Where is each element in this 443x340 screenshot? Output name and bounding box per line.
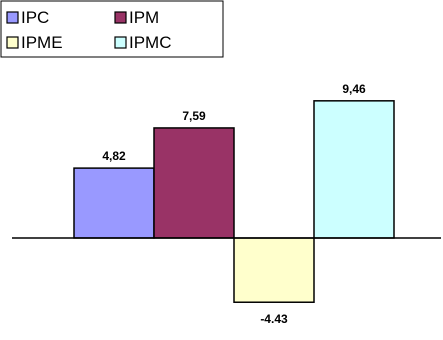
bar-ipc bbox=[73, 167, 155, 239]
bars-group bbox=[73, 100, 395, 303]
legend-label-ipme: IPME bbox=[21, 33, 63, 52]
legend-label-ipm: IPM bbox=[129, 8, 159, 27]
data-label-ipm: 7,59 bbox=[182, 109, 206, 123]
bar-ipmc bbox=[313, 100, 395, 239]
legend-label-ipc: IPC bbox=[21, 8, 49, 27]
data-label-ipc: 4,82 bbox=[102, 149, 126, 163]
legend-label-ipmc: IPMC bbox=[129, 33, 172, 52]
legend-swatch-ipmc bbox=[114, 36, 127, 49]
bar-ipme bbox=[233, 237, 315, 303]
legend-swatch-ipm bbox=[114, 11, 127, 24]
data-labels-group: 4,82 7,59 -4.43 9,46 bbox=[102, 82, 366, 326]
data-label-ipme: -4.43 bbox=[260, 312, 288, 326]
legend-frame bbox=[0, 0, 224, 58]
legend: IPC IPM IPME IPMC bbox=[0, 0, 224, 58]
bar-ipm bbox=[153, 127, 235, 239]
data-label-ipmc: 9,46 bbox=[342, 82, 366, 96]
legend-swatch-ipme bbox=[6, 36, 19, 49]
legend-swatch-ipc bbox=[6, 11, 19, 24]
